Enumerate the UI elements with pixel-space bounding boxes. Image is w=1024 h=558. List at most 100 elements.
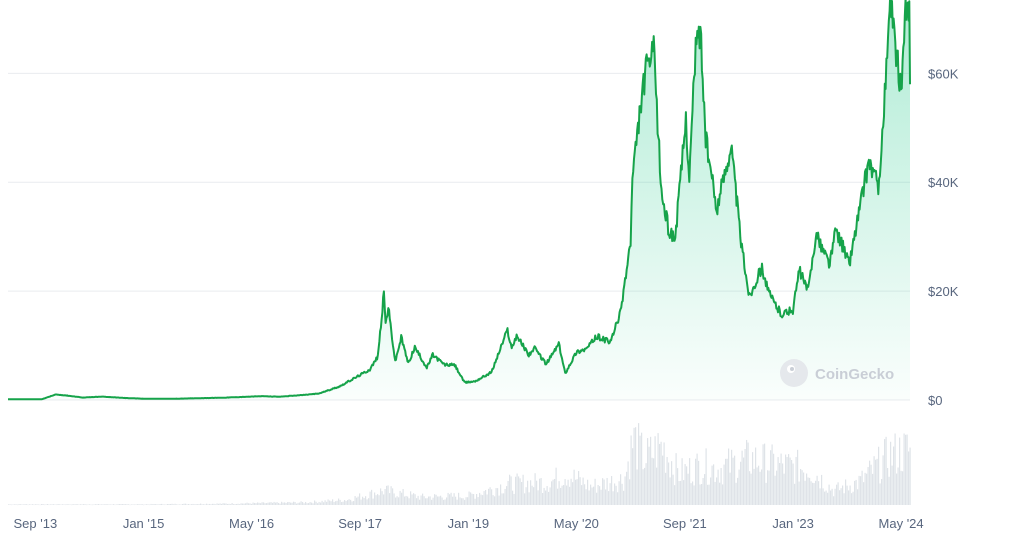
volume-bar xyxy=(629,479,631,505)
volume-bar xyxy=(543,487,545,505)
volume-bar xyxy=(669,477,671,505)
volume-bar xyxy=(450,492,452,505)
price-line-path[interactable] xyxy=(7,0,911,401)
volume-bar xyxy=(749,471,751,505)
volume-bar xyxy=(860,476,862,505)
volume-bar xyxy=(675,453,677,505)
volume-bar xyxy=(609,483,611,505)
volume-bar xyxy=(602,478,604,505)
volume-bar xyxy=(698,460,700,505)
volume-bar xyxy=(474,498,476,505)
volume-bar xyxy=(381,491,383,505)
volume-bar xyxy=(98,504,100,505)
volume-bar xyxy=(761,469,763,505)
volume-bar xyxy=(218,503,220,505)
volume-bar xyxy=(815,480,817,505)
volume-bar xyxy=(834,488,836,505)
volume-bar xyxy=(750,473,752,505)
volume-bar xyxy=(816,475,818,505)
volume-bar xyxy=(26,504,28,505)
volume-bar xyxy=(12,504,14,506)
volume-bar xyxy=(507,480,509,505)
volume-bar xyxy=(804,480,806,505)
volume-bar xyxy=(521,481,523,505)
volume-bar xyxy=(441,497,443,505)
volume-bar xyxy=(878,446,880,505)
volume-bar xyxy=(222,503,224,505)
volume-bar xyxy=(905,434,907,505)
volume-bar xyxy=(63,504,65,505)
volume-bar xyxy=(711,465,713,505)
volume-bar xyxy=(123,504,125,505)
volume-bar xyxy=(299,502,301,505)
volume-bar xyxy=(227,503,229,505)
volume-bar xyxy=(771,444,773,505)
volume-bar xyxy=(626,471,628,505)
volume-bar xyxy=(492,495,494,505)
volume-bar xyxy=(453,493,455,505)
volume-bar xyxy=(195,504,197,505)
y-tick-label: $40K xyxy=(928,175,959,190)
volume-bar xyxy=(720,468,722,505)
volume-bar xyxy=(183,503,185,505)
volume-bar xyxy=(599,486,601,505)
volume-bar xyxy=(548,491,550,505)
volume-bar xyxy=(14,504,16,505)
volume-bar xyxy=(524,493,526,505)
volume-bar xyxy=(270,502,272,505)
volume-bar xyxy=(707,484,709,505)
volume-bar xyxy=(696,453,698,505)
volume-bar xyxy=(770,450,772,505)
volume-bar xyxy=(161,503,163,505)
volume-bar xyxy=(882,455,884,505)
volume-bar xyxy=(509,474,511,505)
volume-bar xyxy=(323,502,325,505)
volume-bar xyxy=(456,499,458,505)
volume-bar xyxy=(821,474,823,505)
volume-bar xyxy=(576,479,578,505)
volume-bar xyxy=(797,449,799,505)
volume-bar xyxy=(690,483,692,505)
volume-bar xyxy=(159,503,161,505)
volume-bar xyxy=(528,492,530,505)
volume-bar xyxy=(225,503,227,505)
volume-bar xyxy=(881,479,883,505)
volume-bar xyxy=(593,486,595,505)
volume-bar xyxy=(297,502,299,505)
volume-bar xyxy=(53,504,55,505)
volume-bar xyxy=(110,504,112,505)
volume-bar xyxy=(662,455,664,505)
volume-bar xyxy=(255,503,257,505)
volume-bar xyxy=(869,460,871,505)
volume-bar xyxy=(734,455,736,505)
volume-bar xyxy=(87,504,89,506)
volume-bar xyxy=(191,504,193,505)
watermark-text: CoinGecko xyxy=(815,366,894,383)
volume-bar xyxy=(479,492,481,505)
volume-bar xyxy=(702,478,704,505)
volume-bar xyxy=(738,469,740,505)
volume-bar xyxy=(156,504,158,505)
volume-bar xyxy=(11,504,13,506)
volume-bar xyxy=(372,498,374,505)
volume-bar xyxy=(800,469,802,505)
volume-bar xyxy=(747,442,749,505)
volume-bar xyxy=(759,471,761,505)
volume-bar xyxy=(308,503,310,505)
volume-bar xyxy=(239,504,241,505)
volume-bar xyxy=(206,503,208,505)
volume-bar xyxy=(638,423,640,505)
volume-bar xyxy=(153,504,155,505)
volume-bar xyxy=(776,470,778,505)
volume-bar xyxy=(51,504,53,505)
volume-bar xyxy=(300,501,302,505)
volume-bar xyxy=(827,492,829,505)
volume-bar xyxy=(866,473,868,505)
volume-bar xyxy=(468,491,470,505)
volume-bar xyxy=(273,501,275,505)
volume-bar xyxy=(555,467,557,505)
volume-bar xyxy=(851,493,853,505)
volume-bar xyxy=(839,490,841,505)
volume-bar xyxy=(278,502,280,505)
